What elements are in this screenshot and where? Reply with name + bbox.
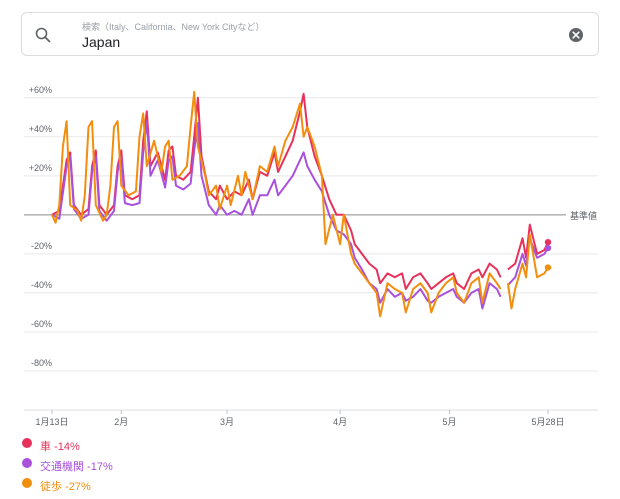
search-input[interactable]: Japan bbox=[82, 34, 121, 50]
x-tick-label: 1月13日 bbox=[35, 417, 68, 427]
series-end-point-0 bbox=[544, 238, 552, 246]
mobility-chart: +60% +40% +20% -20% -40% -60% -80% 基準値 1月13日 2月 3月… bbox=[0, 80, 620, 430]
y-tick-label: -60% bbox=[31, 319, 52, 329]
x-tick-label: 2月 bbox=[114, 417, 128, 427]
search-icon bbox=[35, 27, 51, 43]
legend-label-car: 車 -14% bbox=[40, 441, 80, 453]
series-line-2 bbox=[506, 233, 549, 310]
close-circle-icon[interactable] bbox=[568, 27, 584, 43]
x-tick-label: 5月28日 bbox=[531, 417, 564, 427]
series-line-0 bbox=[507, 223, 549, 271]
series-end-point-1 bbox=[544, 244, 552, 252]
search-placeholder: 検索（Italy、California、New York Cityなど） bbox=[82, 22, 265, 32]
y-tick-label: -40% bbox=[31, 280, 52, 290]
y-tick-label: +40% bbox=[29, 124, 52, 134]
x-tick-label: 5月 bbox=[443, 417, 457, 427]
y-tick-label: -20% bbox=[31, 241, 52, 251]
series-end-point-2 bbox=[544, 264, 552, 271]
legend-dot-walking bbox=[22, 478, 32, 488]
y-tick-label: -80% bbox=[31, 358, 52, 368]
y-tick-label: +60% bbox=[29, 85, 52, 95]
x-tick-label: 4月 bbox=[333, 417, 347, 427]
search-box[interactable]: 検索（Italy、California、New York Cityなど） Jap… bbox=[21, 12, 599, 56]
baseline-label: 基準値 bbox=[570, 210, 597, 221]
x-tick-label: 3月 bbox=[220, 417, 234, 427]
legend-label-transit: 交通機関 -17% bbox=[40, 461, 113, 473]
chart-svg: +60% +40% +20% -20% -40% -60% -80% 基準値 1月13日 2月 3月… bbox=[24, 85, 598, 427]
legend-dot-transit bbox=[22, 458, 32, 468]
y-tick-label: +20% bbox=[29, 163, 52, 173]
legend-label-walking: 徒歩 -27% bbox=[40, 481, 91, 493]
series-line-2 bbox=[51, 90, 502, 318]
legend-dot-car bbox=[22, 438, 32, 448]
